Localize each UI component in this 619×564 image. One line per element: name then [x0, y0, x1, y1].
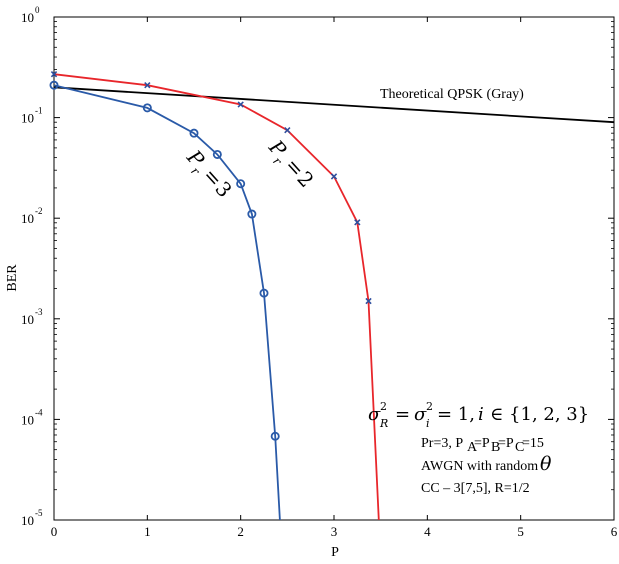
marker-stroke: [237, 101, 244, 108]
series-line-pr3: [53, 84, 281, 521]
qpsk-label: Theoretical QPSK (Gray): [380, 87, 524, 102]
svg-text:i: i: [426, 417, 430, 430]
y-tick-label: 10: [21, 513, 34, 528]
marker-pr3: [259, 288, 269, 298]
marker-stroke: [50, 71, 58, 78]
svg-text:=15: =15: [522, 436, 544, 451]
marker-pr2: [354, 219, 361, 226]
marker-stroke: [365, 297, 372, 305]
marker-pr2: [144, 82, 151, 89]
awgn-annotation: AWGN with random θ: [421, 453, 552, 475]
y-axis-label: BER: [5, 264, 20, 292]
marker-pr3: [236, 179, 246, 189]
x-tick-label: 0: [51, 524, 58, 539]
marker-stroke: [284, 127, 291, 134]
marker-pr3: [49, 80, 59, 90]
variance-annotation: σ 2 R = σ 2 i = 1, i ∈ {1, 2, 3}: [368, 400, 589, 430]
series-line-qpsk: [53, 86, 615, 124]
svg-text:σ: σ: [414, 404, 427, 425]
params-annotation: Pr=3, P A =P B =P C =15: [421, 436, 544, 455]
marker-pr2: [330, 173, 338, 180]
marker-pr2: [237, 101, 244, 108]
marker-pr3: [142, 103, 152, 113]
svg-text:σ: σ: [368, 404, 381, 425]
svg-text:B: B: [491, 440, 500, 455]
y-tick-label: 10: [21, 10, 34, 25]
series-group: [49, 71, 615, 521]
series-line-pr2: [53, 73, 380, 521]
svg-text:i: i: [478, 404, 484, 425]
svg-text:2: 2: [380, 400, 387, 413]
svg-text:θ: θ: [540, 453, 552, 475]
marker-pr3: [247, 209, 257, 219]
y-tick-label: 10: [21, 412, 34, 427]
marker-pr3: [270, 431, 280, 441]
marker-stroke: [354, 219, 361, 226]
y-tick-exponent: -2: [35, 206, 43, 216]
cc-annotation: CC – 3[7,5], R=1/2: [421, 481, 530, 496]
x-tick-label: 4: [424, 524, 431, 539]
y-tick-label: 10: [21, 111, 34, 126]
svg-text:R: R: [379, 417, 388, 430]
x-tick-label: 3: [331, 524, 338, 539]
y-tick-exponent: -1: [35, 106, 43, 116]
x-tick-label: 5: [517, 524, 524, 539]
y-tick-exponent: -3: [35, 307, 43, 317]
svg-text:Pr=3, P: Pr=3, P: [421, 436, 463, 451]
marker-pr2: [284, 127, 291, 134]
x-tick-label: 6: [611, 524, 618, 539]
y-tick-exponent: -5: [35, 508, 43, 518]
svg-text:=: =: [395, 404, 410, 425]
svg-text:∈ {1, 2, 3}: ∈ {1, 2, 3}: [490, 404, 589, 425]
marker-pr3: [189, 128, 199, 138]
svg-text:=P: =P: [498, 436, 514, 451]
marker-pr2: [365, 297, 372, 305]
marker-pr2: [50, 71, 58, 78]
y-tick-exponent: 0: [35, 5, 40, 15]
svg-text:C: C: [515, 440, 524, 455]
plot-area: [53, 16, 615, 521]
y-tick-exponent: -4: [35, 407, 43, 417]
x-tick-label: 2: [237, 524, 244, 539]
svg-text:=P: =P: [474, 436, 490, 451]
marker-pr3: [212, 149, 222, 159]
marker-stroke: [330, 173, 338, 180]
y-tick-label: 10: [21, 211, 34, 226]
y-tick-label: 10: [21, 312, 34, 327]
x-tick-label: 1: [144, 524, 151, 539]
svg-text:= 1,: = 1,: [437, 404, 475, 425]
marker-stroke: [144, 82, 151, 89]
svg-text:AWGN with random: AWGN with random: [421, 459, 538, 474]
svg-text:A: A: [467, 440, 478, 455]
x-axis-label: P: [331, 545, 339, 560]
svg-text:2: 2: [426, 400, 433, 413]
